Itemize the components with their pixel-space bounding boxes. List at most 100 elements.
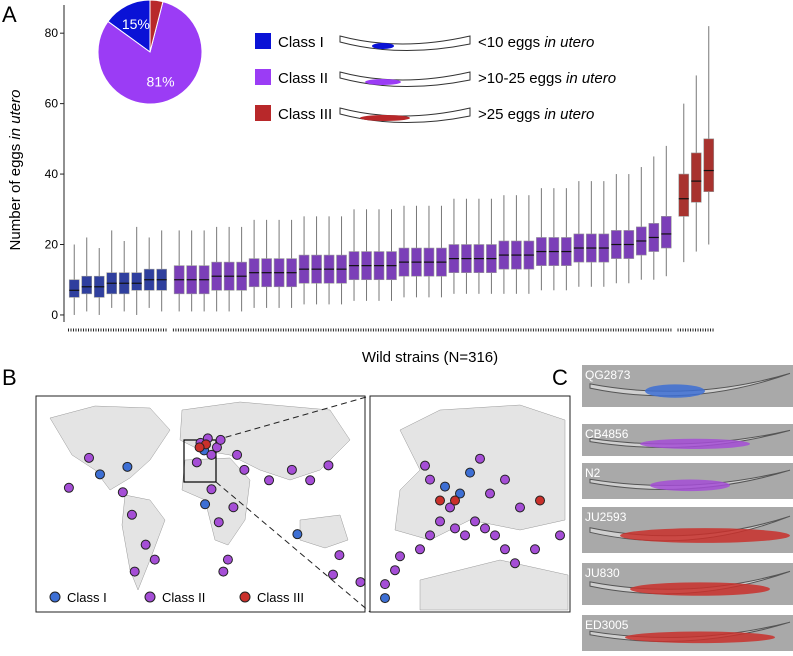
location-dot [195,443,204,452]
pie-chart: 15%81%4% [98,0,202,104]
worm-eggs [372,43,394,49]
strain-label: JU830 [585,566,620,580]
location-dot [536,496,545,505]
location-dot [381,580,390,589]
location-dot [501,475,510,484]
legend-note: >25 eggs in utero [478,106,594,123]
box [82,276,92,294]
panel-label: C [552,365,568,390]
location-dot [85,453,94,462]
y-tick-label: 20 [45,238,59,252]
map-legend-dot [145,592,155,602]
eggs [650,480,730,492]
legend-note-text: <10 eggs [478,34,540,51]
y-tick-label: 0 [51,308,58,322]
legend-note-italic: in utero [544,34,594,51]
location-dot [466,468,475,477]
location-dot [150,555,159,564]
map-legend-label: Class II [162,590,205,605]
location-dot [486,489,495,498]
box [704,139,714,192]
location-dot [426,531,435,540]
box [132,273,142,291]
strain-label: N2 [585,466,601,480]
location-dot [130,567,139,576]
location-dot [287,465,296,474]
location-dot [516,503,525,512]
location-dot [556,531,565,540]
location-dot [531,545,540,554]
eggs [620,528,790,543]
location-dot [207,485,216,494]
location-dot [461,531,470,540]
pie-label: 81% [147,73,175,89]
box [69,280,79,298]
location-dot [471,517,480,526]
location-dot [123,462,132,471]
location-dot [511,559,520,568]
legend-note: >10-25 eggs in utero [478,70,616,87]
location-dot [141,540,150,549]
location-dot [451,524,460,533]
location-dot [396,552,405,561]
map-legend-dot [50,592,60,602]
legend-note-text: >10-25 eggs [478,70,562,87]
location-dot [64,483,73,492]
map-legend-label: Class III [257,590,304,605]
strain-label: QG2873 [585,368,631,382]
legend-swatch [255,105,271,121]
location-dot [127,510,136,519]
location-dot [491,531,500,540]
worm-eggs [365,79,401,85]
location-dot [229,503,238,512]
location-dot [501,545,510,554]
x-axis-title: Wild strains (N=316) [362,349,498,366]
map-legend-dot [240,592,250,602]
location-dot [335,551,344,560]
location-dot [214,518,223,527]
location-dot [95,470,104,479]
panel-label: A [2,2,17,27]
y-tick-label: 80 [45,26,59,40]
world-map: Class I Class II Class III [36,396,570,612]
location-dot [265,476,274,485]
box [661,216,671,248]
location-dot [223,555,232,564]
location-dot [219,567,228,576]
europe [395,405,565,540]
worm-icon [340,36,470,51]
location-dot [192,458,201,467]
legend-label: Class II [278,70,328,87]
location-dot [293,530,302,539]
location-dot [118,488,127,497]
location-dot [476,454,485,463]
legend-note-italic: in utero [566,70,616,87]
location-dot [436,496,445,505]
box [679,174,689,216]
y-tick-label: 60 [45,97,59,111]
location-dot [441,482,450,491]
location-dot [306,476,315,485]
panel-label: B [2,365,17,390]
eggs [640,439,750,449]
legend-label: Class III [278,106,332,123]
legend-swatch [255,33,271,49]
location-dot [201,500,210,509]
legend-label: Class I [278,34,324,51]
location-dot [356,578,365,587]
eggs [645,384,705,397]
location-dot [233,450,242,459]
box [691,153,701,202]
y-axis-title-italic: in utero [7,90,24,140]
location-dot [391,566,400,575]
location-dot [381,594,390,603]
worm-icon [340,108,470,123]
location-dot [451,496,460,505]
location-dot [240,465,249,474]
map-legend-label: Class I [67,590,107,605]
legend-note: <10 eggs in utero [478,34,594,51]
location-dot [421,461,430,470]
eggs [625,632,775,644]
y-axis-title-text: Number of eggs [7,144,24,251]
